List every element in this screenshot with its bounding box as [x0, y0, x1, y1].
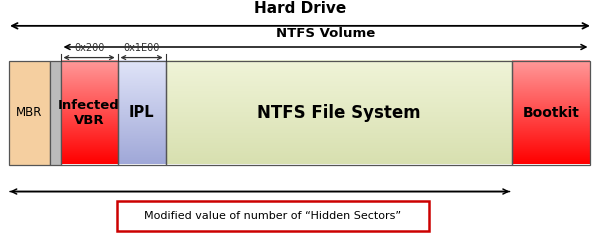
- Text: 0x200: 0x200: [74, 43, 104, 53]
- Text: Bootkit: Bootkit: [523, 106, 580, 120]
- Text: Modified value of number of “Hidden Sectors”: Modified value of number of “Hidden Sect…: [145, 211, 401, 221]
- Bar: [9, 61, 50, 164]
- Bar: [50, 61, 61, 164]
- Bar: [61, 61, 118, 164]
- Text: NTFS Volume: NTFS Volume: [276, 27, 375, 40]
- Text: Infected
VBR: Infected VBR: [58, 99, 120, 127]
- Bar: [118, 61, 166, 164]
- Text: MBR: MBR: [16, 106, 43, 119]
- Text: Hard Drive: Hard Drive: [254, 1, 346, 16]
- Text: IPL: IPL: [129, 105, 154, 120]
- Text: NTFS File System: NTFS File System: [257, 104, 421, 122]
- Bar: [166, 61, 512, 164]
- Bar: [512, 61, 590, 164]
- Bar: [117, 201, 429, 231]
- Text: 0x1E00: 0x1E00: [124, 43, 160, 53]
